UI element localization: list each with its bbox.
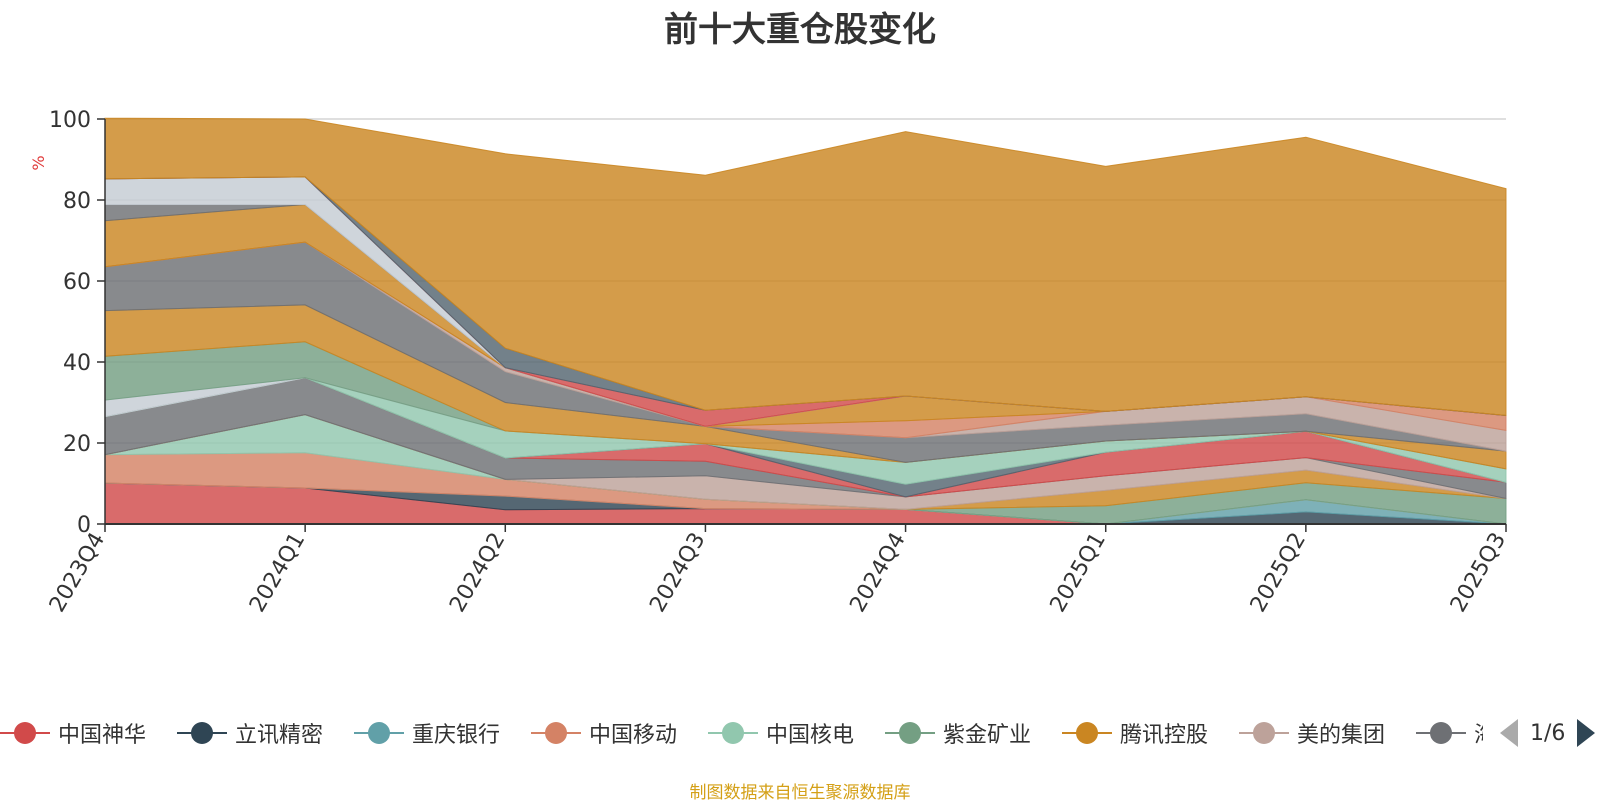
y-tick-label: 20 [63,432,91,457]
legend-label: 腾讯控股 [1120,723,1209,748]
x-tick-label: 2025Q3 [1446,529,1511,617]
legend-items: 中国神华 立讯精密 重庆银行 中国移动 中国核电 紫金矿业 腾讯控股 美的集团 海尔智家 [0,713,1483,753]
legend-label: 中国移动 [589,723,678,748]
y-axis-unit-label: % [29,155,48,170]
area-series-24[interactable] [104,117,1507,417]
legend-pager: 1/6 [1500,713,1596,753]
legend-marker-icon [354,713,404,753]
x-tick-label: 2025Q2 [1246,529,1311,617]
x-tick-label: 2024Q4 [845,529,910,617]
x-tick-label: 2024Q1 [245,529,310,617]
legend-label: 立讯精密 [235,723,324,748]
legend-label: 重庆银行 [412,723,501,748]
legend-marker-icon [1416,713,1466,753]
area-layer [104,117,1507,525]
legend-item[interactable]: 中国核电 [708,713,854,753]
legend-item[interactable]: 立讯精密 [177,713,323,753]
legend-item[interactable]: 中国神华 [0,713,146,753]
y-tick-label: 100 [49,108,91,133]
legend-prev-page-icon[interactable] [1500,719,1518,747]
x-tick-label: 2024Q3 [645,529,710,617]
chart-title: 前十大重仓股变化 [664,10,936,50]
y-tick-label: 40 [63,351,91,376]
legend-marker-icon [0,713,50,753]
legend-item[interactable]: 中国移动 [531,713,677,753]
y-tick-label: 60 [63,270,91,295]
y-tick-label: 0 [77,513,91,538]
legend-label: 中国核电 [766,723,855,748]
legend-marker-icon [177,713,227,753]
legend-marker-icon [885,713,935,753]
legend-page-indicator: 1/6 [1530,720,1566,746]
legend-marker-icon [708,713,758,753]
legend-marker-icon [1239,713,1289,753]
x-tick-label: 2024Q2 [445,529,510,617]
x-tick-label: 2025Q1 [1046,529,1111,617]
legend-item[interactable]: 紫金矿业 [885,713,1031,753]
legend-label: 美的集团 [1297,723,1386,748]
x-tick-label: 2023Q4 [45,529,110,617]
y-tick-label: 80 [63,189,91,214]
legend-label: 中国神华 [58,723,147,748]
legend-item[interactable]: 重庆银行 [354,713,500,753]
legend-label: 紫金矿业 [943,723,1032,748]
source-note: 制图数据来自恒生聚源数据库 [689,783,911,803]
legend-item[interactable]: 美的集团 [1239,713,1385,753]
legend: 中国神华 立讯精密 重庆银行 中国移动 中国核电 紫金矿业 腾讯控股 美的集团 海尔智家 1/6 [0,713,1600,753]
legend-item[interactable]: 腾讯控股 [1062,713,1208,753]
legend-label: 海尔智家 [1474,717,1483,749]
legend-marker-icon [1062,713,1112,753]
legend-next-page-icon[interactable] [1577,719,1596,747]
legend-item[interactable]: 海尔智家 [1416,713,1483,753]
legend-marker-icon [531,713,581,753]
